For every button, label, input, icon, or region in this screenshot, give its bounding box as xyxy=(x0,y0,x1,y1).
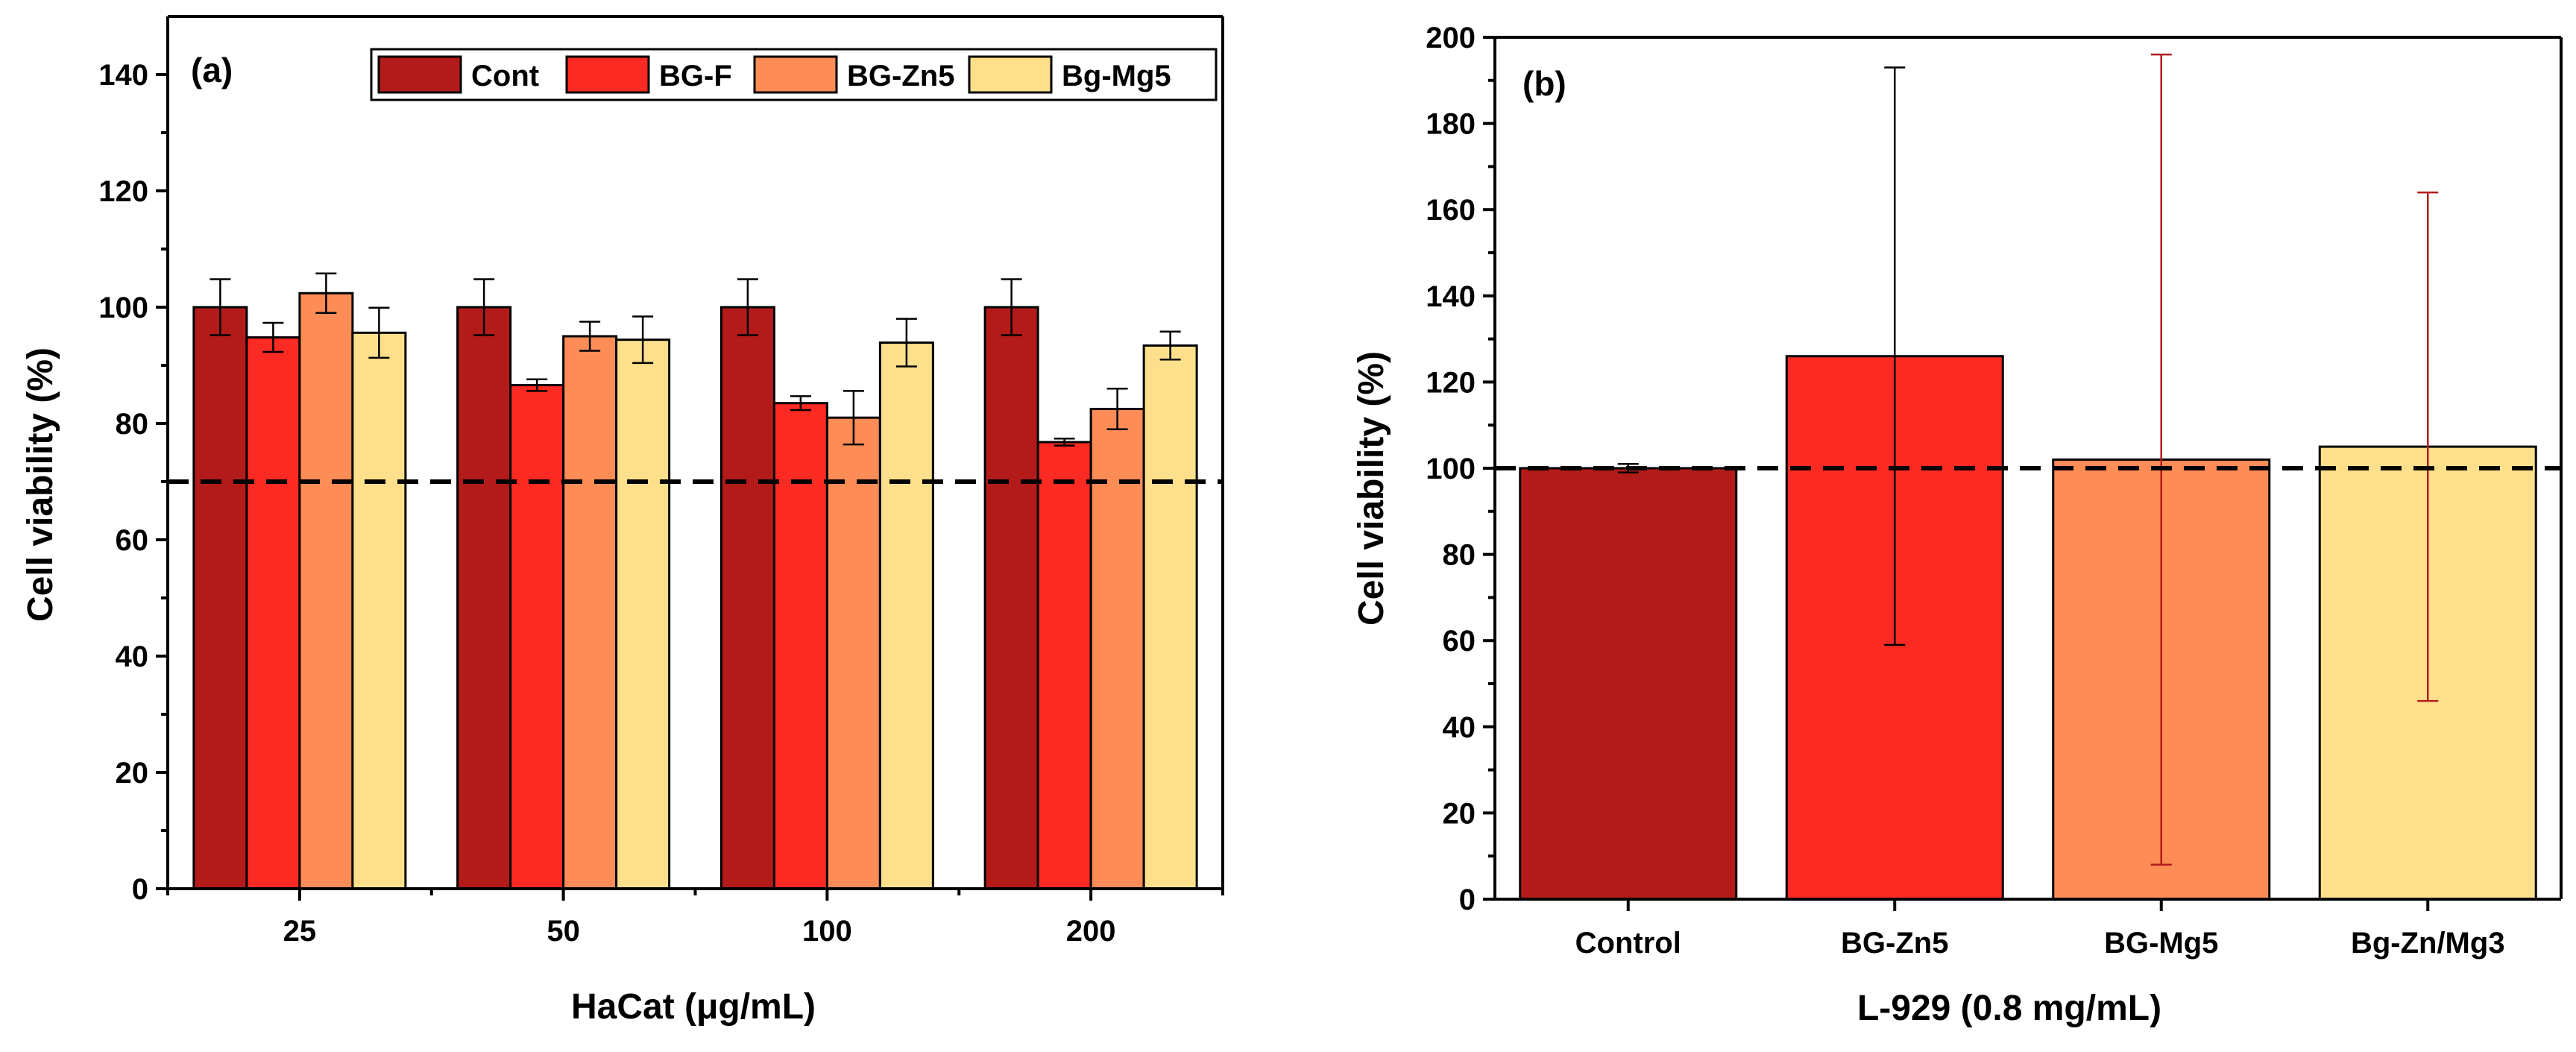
panel-a-label: (a) xyxy=(191,51,233,89)
panel-b-bars xyxy=(1519,355,2537,901)
panel-b-x-tick-label: Bg-Zn/Mg3 xyxy=(2351,927,2505,960)
panel-b-chart: 0 20 40 60 80 100 120 140 160 180 200 Control BG-Zn… xyxy=(1352,22,2563,1028)
panel-a-bar-cont-200 xyxy=(983,306,1039,890)
panel-b-x-axis-label: L-929 (0.8 mg/mL) xyxy=(1857,989,2161,1028)
panel-a-bar-bg-zn5-50 xyxy=(562,335,618,890)
panel-a-legend-label: BG-Zn5 xyxy=(847,60,954,92)
panel-a-y-tick-label: 20 xyxy=(116,757,149,790)
panel-b-x-tick-label: BG-Mg5 xyxy=(2104,927,2218,960)
panel-a-bar-bg-f-50 xyxy=(509,384,565,890)
panel-b-y-tick-label: 20 xyxy=(1443,797,1476,830)
panel-a-y-tick-label: 140 xyxy=(98,59,148,92)
panel-b-y-tick-label: 160 xyxy=(1426,194,1476,227)
panel-a-legend: Cont BG-F BG-Zn5 Bg-Mg5 xyxy=(370,48,1218,101)
panel-b-x-tick-label: BG-Zn5 xyxy=(1841,927,1948,960)
panel-b-y-tick-label: 40 xyxy=(1443,711,1476,744)
panel-b-y-tick-label: 80 xyxy=(1443,539,1476,572)
panel-b-error-bars xyxy=(1617,53,2439,866)
panel-a-legend-label: Bg-Mg5 xyxy=(1062,60,1171,92)
panel-a-bar-bg-zn5-100 xyxy=(825,416,881,890)
panel-a-bar-cont-25 xyxy=(192,306,248,890)
panel-a-bar-cont-100 xyxy=(719,306,775,890)
panel-a-legend-swatch-bg-f xyxy=(565,55,650,94)
panel-a-bar-bg-mg5-200 xyxy=(1142,344,1198,890)
panel-a-x-tick-label: 200 xyxy=(1066,915,1116,948)
panel-a-x-axis-label: HaCat (μg/mL) xyxy=(571,987,816,1027)
panel-b-y-tick-label: 60 xyxy=(1443,625,1476,658)
panel-a-bar-bg-mg5-100 xyxy=(878,341,934,890)
panel-a-bar-bg-zn5-200 xyxy=(1089,408,1145,890)
panel-a-bar-bg-mg5-50 xyxy=(615,338,671,890)
panel-b-y-tick-label: 100 xyxy=(1426,453,1476,485)
panel-a-chart: 0 20 40 60 80 100 120 140 25 50 100 200 Cell viabi… xyxy=(21,15,1224,1027)
panel-b-y-tick-label: 0 xyxy=(1459,884,1476,916)
panel-a-legend-swatch-cont xyxy=(377,55,462,94)
panel-b-y-axis-label: Cell viability (%) xyxy=(1352,351,1391,626)
panel-a-bar-bg-zn5-25 xyxy=(298,292,354,890)
panel-b-bar-control xyxy=(1519,467,1738,901)
panel-a-x-tick-label: 25 xyxy=(283,915,317,948)
panel-b-label: (b) xyxy=(1522,64,1566,103)
panel-a-y-tick-label: 40 xyxy=(116,640,149,673)
panel-a-bars xyxy=(192,292,1198,890)
panel-b-y-tick-label: 120 xyxy=(1426,366,1476,399)
panel-a-bar-bg-f-25 xyxy=(245,336,301,890)
panel-a-x-tick-label: 100 xyxy=(802,915,852,948)
panel-b-y-tick-label: 140 xyxy=(1426,280,1476,313)
panel-a-bar-bg-f-200 xyxy=(1036,441,1092,890)
panel-a-legend-label: BG-F xyxy=(659,60,732,92)
panel-b-x-ticks: Control BG-Zn5 BG-Mg5 Bg-Zn/Mg3 xyxy=(1575,899,2505,960)
panel-a-bar-cont-50 xyxy=(456,306,512,890)
panel-a-y-tick-label: 0 xyxy=(132,873,148,906)
panel-a-y-tick-label: 80 xyxy=(116,408,149,441)
panel-a-legend-label: Cont xyxy=(471,60,539,92)
panel-a-y-axis-label: Cell viability (%) xyxy=(21,347,60,622)
panel-b-y-tick-label: 200 xyxy=(1426,22,1476,54)
panel-a-error-bars xyxy=(210,272,1181,447)
panel-a-legend-swatch-bg-zn5 xyxy=(753,55,838,94)
panel-a-y-tick-label: 60 xyxy=(116,524,149,557)
panel-a-legend-swatch-bg-mg5 xyxy=(968,55,1053,94)
panel-b-x-tick-label: Control xyxy=(1575,927,1681,960)
panel-a-bar-bg-f-100 xyxy=(772,402,828,890)
panel-a-bar-bg-mg5-25 xyxy=(351,331,407,890)
panel-a-x-tick-label: 50 xyxy=(547,915,580,948)
panel-a-y-tick-label: 100 xyxy=(98,292,148,324)
panel-b-y-ticks: 0 20 40 60 80 100 120 140 160 180 200 xyxy=(1426,22,1495,916)
panel-a-x-ticks: 25 50 100 200 xyxy=(166,889,1224,948)
panel-a-y-ticks: 0 20 40 60 80 100 120 140 xyxy=(98,59,168,906)
panel-a-y-tick-label: 120 xyxy=(98,175,148,208)
panel-b-y-tick-label: 180 xyxy=(1426,108,1476,141)
